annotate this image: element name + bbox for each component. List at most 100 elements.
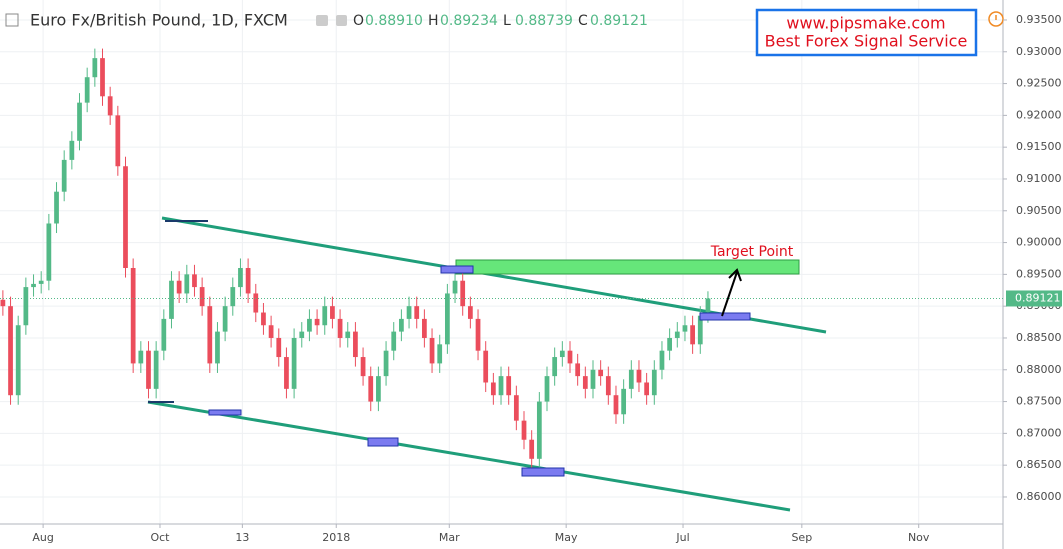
candle-body (690, 325, 695, 345)
candle-body (414, 306, 420, 319)
x-tick-label: 2018 (322, 531, 350, 544)
candle-body (330, 306, 335, 319)
candle-body (46, 223, 52, 281)
candle-body (100, 58, 105, 97)
x-tick-label: Sep (791, 531, 812, 544)
channel-lower (147, 400, 791, 512)
target-zone (455, 259, 800, 275)
candle-body (31, 283, 36, 288)
last-price-tag (1006, 290, 1062, 307)
candle-body (307, 318, 312, 332)
candle-body (483, 350, 489, 383)
candle-body (651, 369, 657, 396)
candle-body (521, 420, 527, 440)
candle-body (598, 369, 604, 377)
candle-body (291, 337, 297, 389)
x-tick-label: Aug (32, 531, 53, 544)
arrow-head (728, 268, 742, 282)
ohlc-value: 0.89121 (590, 13, 648, 29)
chart-title: Euro Fx/British Pound, 1D, FXCM (30, 11, 288, 30)
candle-body (184, 274, 190, 294)
x-tick-label: Jul (675, 531, 689, 544)
candle-body (299, 331, 305, 338)
y-tick-label: 0.90500 (1016, 204, 1062, 217)
x-tick-label: 13 (235, 531, 249, 544)
ohlc-legend: O 0.88910 H 0.89234 L 0.88739 C 0.89121 (353, 13, 648, 29)
candle-body (322, 306, 328, 326)
candle-body (23, 287, 29, 326)
candle-body (261, 312, 266, 326)
candle-body (268, 325, 274, 338)
candle-body (582, 376, 588, 389)
candle-body (92, 58, 98, 78)
candle-body (391, 331, 397, 351)
candle-body (192, 274, 197, 288)
candle-body (368, 376, 374, 402)
candle-body (61, 159, 67, 192)
arrow (721, 271, 738, 317)
candle-body (552, 357, 558, 377)
candle-body (544, 376, 550, 402)
icon[interactable] (316, 15, 328, 26)
ohlc-value: 0.88739 (515, 13, 573, 29)
candle-body (69, 140, 75, 160)
y-tick-label: 0.92500 (1016, 77, 1062, 90)
candle-body (705, 298, 711, 312)
icon[interactable] (336, 15, 347, 26)
watermark-box (755, 8, 978, 57)
candle-body (636, 369, 642, 383)
candle-body (460, 280, 466, 307)
y-tick-label: 0.90000 (1016, 236, 1062, 249)
y-tick-label: 0.88000 (1016, 363, 1062, 376)
candle-body (613, 395, 619, 415)
candle-body (176, 280, 182, 294)
candle-body (161, 318, 167, 351)
axes: 0.86000 0.86500 0.87000 0.87500 0.88000 0.885… (0, 13, 1062, 544)
y-tick-label: 0.89500 (1016, 267, 1062, 280)
target-label: Target Point (710, 244, 794, 260)
candle-body (8, 306, 13, 396)
y-tick-label: 0.86000 (1016, 490, 1062, 503)
ohlc-key: L (503, 13, 511, 29)
candle-body (697, 315, 703, 345)
ohlc-value: 0.89234 (440, 13, 498, 29)
candle-body (276, 337, 282, 358)
last-price-label: 0.89121 (1015, 291, 1061, 304)
candle-body (475, 318, 481, 351)
candle-body (84, 77, 90, 103)
x-tick-label: Nov (908, 531, 930, 544)
candle-body (130, 268, 136, 364)
candle-body (529, 439, 535, 459)
y-tick-label: 0.86500 (1016, 458, 1062, 471)
candle-body (490, 382, 496, 396)
candle-body (153, 350, 159, 389)
watermark-url: www.pipsmake.com (786, 14, 945, 33)
y-tick-label: 0.92000 (1016, 108, 1062, 121)
candle-body (406, 306, 412, 319)
candle-body (621, 388, 627, 415)
touch-box (699, 312, 751, 321)
touch-box (367, 437, 399, 447)
candle-body (437, 344, 443, 364)
candle-body (253, 293, 259, 313)
y-tick-label: 0.93500 (1016, 13, 1062, 26)
y-tick-label: 0.87500 (1016, 395, 1062, 408)
candle-body (337, 318, 343, 338)
candle-body (667, 337, 673, 351)
alert-icon[interactable] (988, 11, 1004, 27)
candle-body (54, 191, 59, 224)
candle-body (245, 268, 251, 294)
y-tick-label: 0.87000 (1016, 426, 1062, 439)
watermark-slogan: Best Forex Signal Service (765, 32, 968, 51)
candle-body (238, 268, 243, 288)
icon[interactable] (5, 13, 19, 27)
candle-body (38, 280, 44, 284)
candle-body (230, 287, 236, 307)
candle-body (567, 350, 573, 364)
x-tick-label: May (555, 531, 578, 544)
candle-body (383, 350, 389, 377)
ohlc-value: 0.88910 (365, 13, 423, 29)
candle-body (353, 331, 358, 358)
candle-body (674, 331, 680, 338)
candle-body (284, 357, 289, 389)
